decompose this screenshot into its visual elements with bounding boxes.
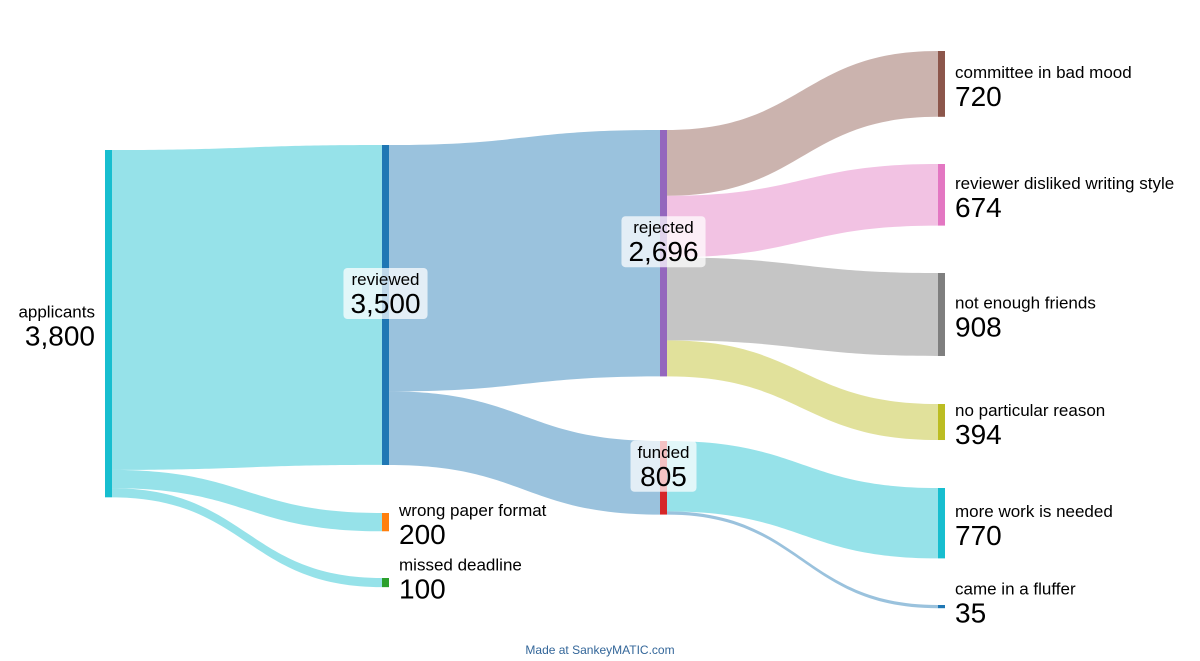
- flow-rejected-to-friends[interactable]: [667, 257, 938, 356]
- label-value-reviewed: 3,500: [350, 288, 420, 319]
- label-name-wrong_format: wrong paper format: [398, 501, 547, 520]
- label-bg-reviewed: [343, 267, 428, 319]
- label-value-writing_style: 674: [955, 192, 1002, 223]
- flow-rejected-to-no_reason[interactable]: [667, 340, 938, 441]
- node-bad_mood[interactable]: [938, 51, 945, 117]
- node-no_reason[interactable]: [938, 404, 945, 441]
- node-friends[interactable]: [938, 273, 945, 356]
- flow-rejected-to-writing_style[interactable]: [667, 164, 938, 258]
- label-name-bad_mood: committee in bad mood: [955, 63, 1132, 82]
- flow-funded-to-more_work[interactable]: [667, 441, 938, 559]
- flow-reviewed-to-funded[interactable]: [389, 391, 660, 515]
- node-missed_deadline[interactable]: [382, 578, 389, 588]
- label-name-friends: not enough friends: [955, 293, 1096, 312]
- node-applicants[interactable]: [105, 150, 112, 498]
- label-value-fluffer: 35: [955, 598, 986, 629]
- node-wrong_format[interactable]: [382, 513, 389, 532]
- label-name-fluffer: came in a fluffer: [955, 580, 1076, 599]
- flow-applicants-to-wrong_format[interactable]: [112, 469, 382, 532]
- label-value-wrong_format: 200: [399, 519, 446, 550]
- label-value-no_reason: 394: [955, 419, 1002, 450]
- label-name-missed_deadline: missed deadline: [399, 556, 522, 575]
- label-name-applicants: applicants: [18, 303, 95, 322]
- node-fluffer[interactable]: [938, 605, 945, 609]
- node-more_work[interactable]: [938, 488, 945, 559]
- label-name-writing_style: reviewer disliked writing style: [955, 174, 1174, 193]
- label-bg-rejected: [621, 216, 706, 268]
- label-value-rejected: 2,696: [628, 236, 698, 267]
- label-name-more_work: more work is needed: [955, 502, 1113, 521]
- flow-rejected-to-bad_mood[interactable]: [667, 51, 938, 196]
- flow-funded-to-fluffer[interactable]: [667, 511, 938, 609]
- node-writing_style[interactable]: [938, 164, 945, 226]
- made-at-credit[interactable]: Made at SankeyMATIC.com: [525, 643, 675, 657]
- label-value-friends: 908: [955, 311, 1002, 342]
- label-value-applicants: 3,800: [25, 321, 95, 352]
- label-name-funded: funded: [638, 443, 690, 462]
- label-value-funded: 805: [640, 461, 687, 492]
- label-value-bad_mood: 720: [955, 81, 1002, 112]
- label-name-reviewed: reviewed: [351, 270, 419, 289]
- label-name-no_reason: no particular reason: [955, 401, 1105, 420]
- flow-reviewed-to-rejected[interactable]: [389, 130, 660, 392]
- label-name-rejected: rejected: [633, 218, 693, 237]
- label-bg-funded: [630, 440, 697, 492]
- label-value-missed_deadline: 100: [399, 574, 446, 605]
- flows-layer: [112, 51, 938, 609]
- flow-applicants-to-reviewed[interactable]: [112, 145, 382, 470]
- label-value-more_work: 770: [955, 520, 1002, 551]
- flow-applicants-to-missed_deadline[interactable]: [112, 488, 382, 588]
